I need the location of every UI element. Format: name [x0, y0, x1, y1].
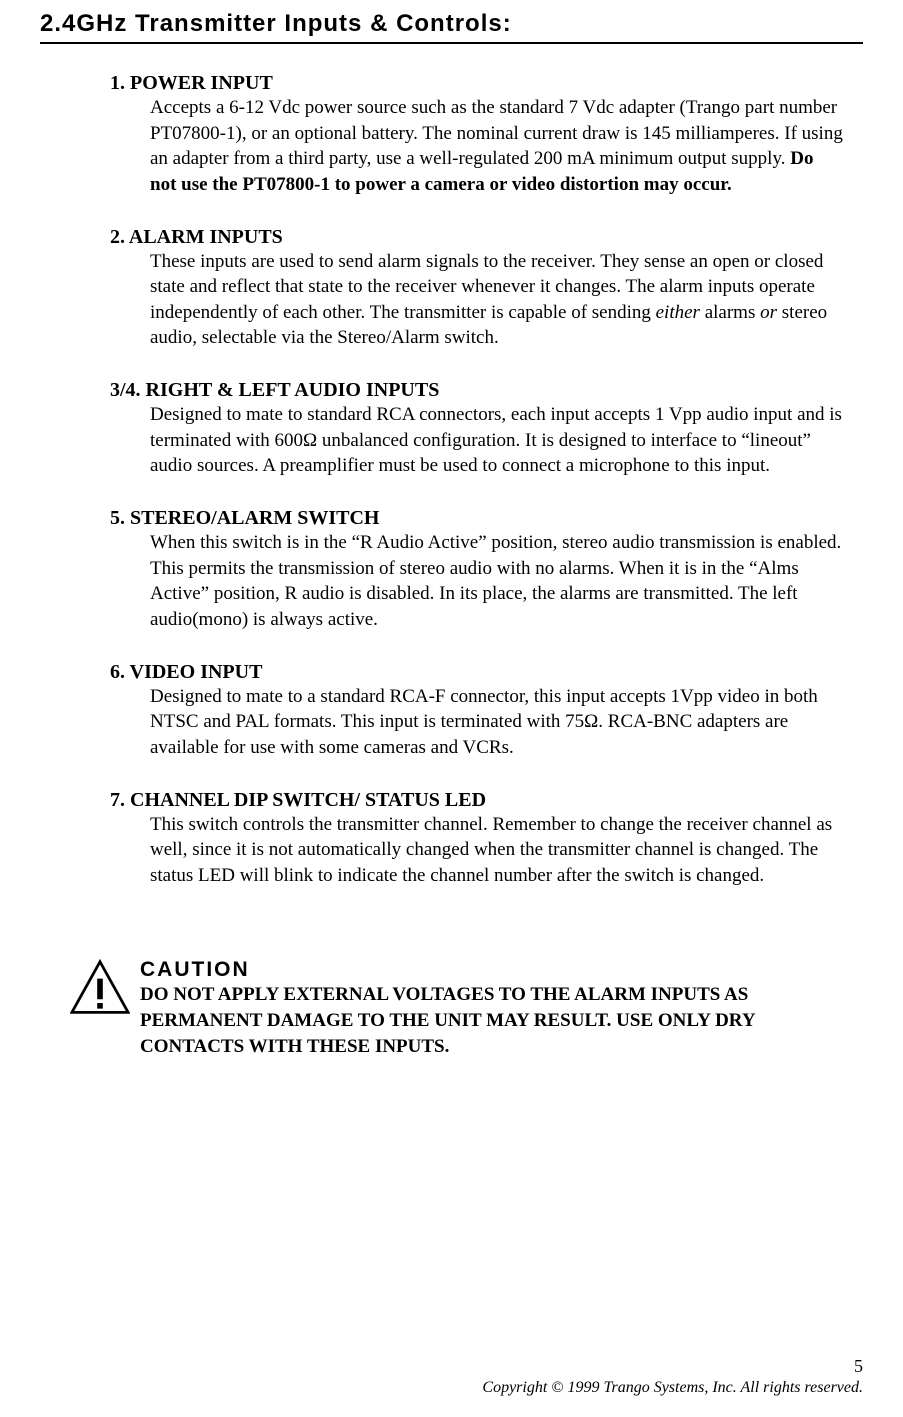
- page-footer: 5 Copyright © 1999 Trango Systems, Inc. …: [482, 1356, 863, 1397]
- section-video-input: 6. VIDEO INPUT Designed to mate to a sta…: [110, 661, 843, 761]
- body-italic: or: [760, 302, 777, 323]
- caution-text: CAUTION DO NOT APPLY EXTERNAL VOLTAGES T…: [140, 958, 843, 1059]
- body-text: alarms: [700, 302, 760, 323]
- caution-label: CAUTION: [140, 958, 843, 982]
- section-body: This switch controls the transmitter cha…: [150, 812, 843, 889]
- section-title: 3/4. RIGHT & LEFT AUDIO INPUTS: [110, 379, 843, 402]
- section-title: 5. STEREO/ALARM SWITCH: [110, 507, 843, 530]
- section-dip-switch: 7. CHANNEL DIP SWITCH/ STATUS LED This s…: [110, 789, 843, 889]
- body-text: Accepts a 6-12 Vdc power source such as …: [150, 97, 843, 169]
- section-body: Designed to mate to a standard RCA-F con…: [150, 684, 843, 761]
- section-body: These inputs are used to send alarm sign…: [150, 249, 843, 352]
- page-title: 2.4GHz Transmitter Inputs & Controls:: [40, 10, 863, 44]
- section-alarm-inputs: 2. ALARM INPUTS These inputs are used to…: [110, 226, 843, 352]
- section-title: 7. CHANNEL DIP SWITCH/ STATUS LED: [110, 789, 843, 812]
- section-body: When this switch is in the “R Audio Acti…: [150, 530, 843, 633]
- section-power-input: 1. POWER INPUT Accepts a 6-12 Vdc power …: [110, 72, 843, 198]
- section-audio-inputs: 3/4. RIGHT & LEFT AUDIO INPUTS Designed …: [110, 379, 843, 479]
- page-number: 5: [482, 1356, 863, 1377]
- section-body: Accepts a 6-12 Vdc power source such as …: [150, 95, 843, 198]
- section-title: 2. ALARM INPUTS: [110, 226, 843, 249]
- section-title: 6. VIDEO INPUT: [110, 661, 843, 684]
- section-title: 1. POWER INPUT: [110, 72, 843, 95]
- section-body: Designed to mate to standard RCA connect…: [150, 402, 843, 479]
- body-italic: either: [656, 302, 700, 323]
- copyright-text: Copyright © 1999 Trango Systems, Inc. Al…: [482, 1379, 863, 1397]
- caution-body: DO NOT APPLY EXTERNAL VOLTAGES TO THE AL…: [140, 982, 843, 1059]
- section-stereo-alarm-switch: 5. STEREO/ALARM SWITCH When this switch …: [110, 507, 843, 633]
- warning-icon: [70, 958, 130, 1018]
- caution-block: CAUTION DO NOT APPLY EXTERNAL VOLTAGES T…: [70, 958, 843, 1059]
